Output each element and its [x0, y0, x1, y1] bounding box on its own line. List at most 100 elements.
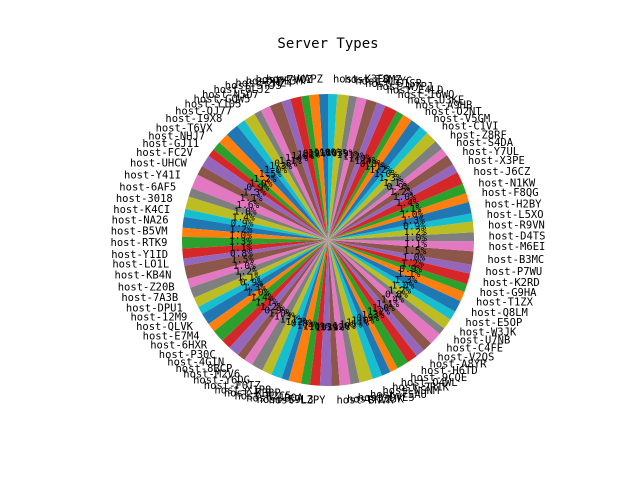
pie-percent-label: 1.2% [254, 174, 277, 185]
pie-slice-label: host-Y1ID [111, 249, 168, 261]
pie-slice [198, 240, 328, 315]
pie-slice-label: host-G1SR [365, 78, 423, 90]
pie-slice-label: host-GJ11 [142, 138, 199, 150]
pie-slice-label: host-DPU1 [126, 303, 183, 315]
pie-percent-label: 0.9% [386, 182, 409, 193]
pie-percent-label: 1.0% [319, 147, 342, 158]
pie-slice-label: host-KB4N [115, 270, 172, 282]
pie-slice [328, 105, 397, 240]
pie-slice-label: host-WAPZ [266, 73, 323, 85]
pie-slice-label: host-NHJ7 [148, 131, 205, 143]
pie-slice-label: host-3018 [116, 193, 173, 205]
pie-percent-label: 1.4% [396, 198, 419, 209]
pie-slice [328, 102, 386, 240]
pie-percent-label: 0.9% [303, 148, 326, 159]
pie-percent-label: 1.3% [229, 237, 252, 248]
pie-slice [222, 240, 328, 348]
pie-slice [271, 240, 328, 379]
pie-slice [328, 240, 461, 312]
pie-slice-label: host-K2RD [483, 277, 540, 289]
pie-slice [328, 193, 469, 240]
pie-percent-label: 1.2% [327, 322, 350, 333]
pie-percent-label: 1.0% [314, 147, 337, 158]
pie-slice-label: host-QLVK [136, 321, 194, 333]
pie-slice-label: host-LO1L [112, 258, 169, 270]
pie-slice-label: host-J6CZ [473, 166, 530, 178]
pie-slice [202, 240, 328, 324]
pie-slice [237, 240, 328, 360]
pie-slice-label: host-H2BY [485, 198, 543, 210]
pie-slice-label: host-V5GM [433, 113, 490, 125]
pie-percent-label: 1.2% [343, 151, 366, 162]
pie-slice-label: host-STJS [225, 80, 282, 92]
pie-percent-label: 1.5% [259, 169, 282, 180]
pie-percent-label: 1.3% [315, 323, 338, 334]
pie-slice-label: host-H6TD [421, 365, 478, 377]
pie-percent-label: 1.2% [286, 317, 309, 328]
pie-slice [328, 114, 412, 240]
pie-slice [328, 111, 404, 240]
pie-slice-label: host-S4DA [456, 137, 514, 149]
pie-slice-label: host-Z8RF [450, 129, 507, 141]
pie-slice [181, 236, 328, 249]
pie-slice [182, 216, 328, 240]
pie-slice-label: host-9CQE [410, 372, 467, 384]
pie-slice [188, 188, 328, 240]
pie-slice-label: host-U7NB [453, 334, 510, 346]
pie-slice-label: host-D4TS [489, 231, 546, 243]
pie-slice [328, 148, 447, 240]
pie-percent-label: 1.1% [399, 204, 422, 215]
pie-percent-label: 1.5% [231, 254, 254, 265]
pie-percent-label: 1.3% [395, 275, 418, 286]
pie-percent-label: 1.0% [372, 303, 395, 314]
pie-percent-label: 1.1% [240, 193, 263, 204]
pie-percent-label: 0.9% [240, 277, 263, 288]
pie-slice-label: host-Y7UL [462, 146, 519, 158]
pie-slice [328, 240, 398, 372]
pie-percent-label: 1.0% [233, 261, 256, 272]
pie-percent-label: 1.0% [404, 233, 427, 244]
pie-slice-label: host-L5XO [487, 209, 544, 221]
pie-slice-label: host-Z2JK [347, 393, 405, 405]
pie-percent-label: 1.1% [346, 317, 369, 328]
pie-slice-label: host-X3PE [468, 155, 525, 167]
pie-slice [328, 240, 456, 320]
pie-slice-label: host-DVE5 [358, 392, 415, 404]
pie-slice-label: host-7A3B [121, 292, 178, 304]
pie-slice-label: host-QJ77 [175, 105, 232, 117]
pie-slice [328, 183, 467, 240]
pie-slice [328, 240, 474, 265]
pie-slice-label: host-2R1K [392, 381, 450, 393]
pie-slice [328, 95, 357, 241]
pie-slice-label: host-Y6DG [193, 374, 250, 386]
pie-slice [183, 240, 328, 266]
pie-slice-label: host-M6EI [488, 241, 545, 253]
pie-slice [328, 172, 463, 240]
pie-percent-labels: 1.0%1.1%0.9%1.2%1.0%1.4%1.1%0.8%1.3%1.0%… [229, 147, 427, 333]
pie-slice [328, 94, 349, 240]
pie-slice [269, 101, 328, 241]
pie-slice [328, 240, 451, 329]
pie-percent-label: 0.9% [230, 219, 253, 230]
pie-slice-label: host-E4LD [387, 84, 444, 96]
pie-percent-label: 1.4% [354, 156, 377, 167]
pie-slice [190, 240, 328, 298]
pie-percent-label: 1.3% [269, 161, 292, 172]
pie-percent-label: 1.3% [361, 310, 384, 321]
pie-slice [185, 196, 328, 240]
pie-percent-label: 1.1% [404, 239, 427, 250]
chart-title: Server Types [277, 36, 378, 52]
pie-percent-label: 1.2% [235, 267, 258, 278]
pie-slice-label: host-NSNM [382, 385, 439, 397]
pie-slice-label: host-T6VX [156, 122, 214, 134]
pie-percent-label: 0.9% [399, 264, 422, 275]
pie-slice [328, 141, 442, 240]
pie-slice-label: host-N5O7 [202, 89, 259, 101]
pie-percent-label: 1.5% [403, 246, 426, 257]
pie-percent-label: 1.2% [230, 224, 253, 235]
pie-slice-label: host-R9VN [488, 220, 545, 232]
pie-percent-label: 0.9% [246, 183, 269, 194]
pie-slice [254, 110, 328, 240]
pie-slice [290, 96, 328, 241]
pie-percent-label: 1.0% [393, 192, 416, 203]
